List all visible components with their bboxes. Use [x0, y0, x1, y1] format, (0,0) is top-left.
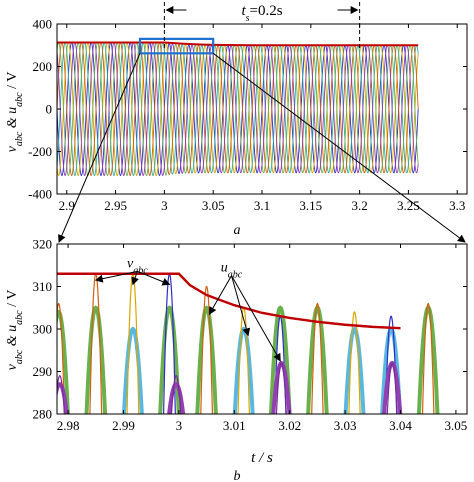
bottom-envelope-line	[57, 272, 401, 330]
bottom-panel-label: b	[234, 469, 241, 482]
u-peak-4	[121, 326, 144, 414]
bottom-xtick-label: 3	[176, 418, 183, 433]
bottom-xtick-label: 2.98	[57, 418, 80, 433]
u-peak-8	[232, 326, 255, 414]
zoom-connector-right	[212, 52, 466, 243]
v-peak-6	[170, 375, 182, 414]
v-abc-pointer-3	[137, 270, 171, 286]
top-xtick-label: 2.9	[59, 198, 75, 213]
top-xtick-label: 3.1	[254, 198, 270, 213]
bottom-ylabel: vabc & uabc / V	[5, 290, 25, 371]
bottom-xlabel: t / s	[251, 450, 273, 466]
top-xtick-label: 3	[161, 198, 168, 213]
v-peak-7	[200, 285, 213, 414]
u-abc-label: uabc	[221, 261, 243, 281]
u-peak-6	[167, 382, 186, 414]
v-peak-3	[89, 272, 103, 414]
bottom-ytick-label: 320	[33, 237, 53, 252]
v-abc-pointer-1	[94, 270, 138, 283]
top-xtick-label: 3.2	[351, 198, 367, 213]
top-ytick-label: 0	[46, 102, 53, 117]
top-series-group	[57, 41, 419, 177]
top-ytick-label: 200	[33, 59, 53, 74]
u-peak-11	[306, 305, 329, 414]
v-peak-2	[57, 375, 65, 414]
bottom-yticks: 320 310 300 290 280	[33, 237, 467, 422]
u-peak-1	[57, 309, 70, 414]
top-xtick-label: 2.95	[104, 198, 127, 213]
bottom-xticks: 2.98 2.99 3 3.01 3.02 3.03 3.04 3.05	[57, 244, 468, 433]
u-peak-9	[269, 305, 292, 414]
v-peak-15	[421, 302, 435, 414]
top-ylabel: vabc & uabc / V	[5, 72, 25, 153]
zoom-box	[138, 37, 215, 55]
u-peak-7	[195, 305, 218, 414]
u-peak-5	[158, 305, 181, 414]
bottom-ytick-label: 300	[33, 322, 53, 337]
v-peak-5	[163, 272, 176, 414]
top-xtick-label: 3.15	[299, 198, 322, 213]
top-panel-label: a	[234, 223, 241, 238]
v-peak-14	[386, 362, 398, 414]
u-peak-12	[343, 326, 366, 414]
u-abc-pointer-2	[231, 275, 251, 337]
bottom-xtick-label: 3.03	[334, 418, 357, 433]
bottom-labels: vabc uabc	[94, 256, 281, 362]
bottom-xtick-label: 2.99	[112, 418, 135, 433]
u-peak-2	[57, 382, 69, 414]
top-yticks: 400 200 0 -200 -400	[28, 17, 467, 202]
u-abc-pointer-1	[208, 275, 232, 315]
top-annotation: ts=0.2s	[138, 2, 361, 55]
top-xticks: 2.9 2.95 3 3.05 3.1 3.15 3.2 3.25 3.3	[59, 24, 465, 213]
top-xtick-label: 3.05	[202, 198, 225, 213]
top-series-phase-6	[57, 41, 419, 177]
zoom-connectors	[58, 52, 466, 243]
bottom-ytick-label: 280	[33, 407, 53, 422]
bottom-xtick-label: 3.02	[278, 418, 301, 433]
bottom-xtick-label: 3.04	[389, 418, 412, 433]
zoom-connector-left	[58, 53, 141, 243]
v-abc-label: vabc	[127, 256, 148, 276]
bottom-panel: 2.98 2.99 3 3.01 3.02 3.03 3.04 3.05 320 310 300 2…	[5, 237, 468, 482]
top-ytick-label: -400	[28, 187, 52, 202]
top-ytick-label: 400	[33, 17, 53, 32]
bottom-xtick-label: 3.01	[223, 418, 246, 433]
bottom-xtick-label: 3.05	[445, 418, 468, 433]
v-abc-pointer-2	[131, 271, 139, 286]
ts-annotation-label: ts=0.2s	[241, 3, 282, 24]
u-peak-3	[84, 305, 108, 414]
u-peak-15	[416, 305, 440, 414]
top-ytick-label: -200	[28, 144, 52, 159]
top-envelope-line	[57, 41, 419, 47]
v-peak-12	[348, 311, 361, 414]
top-panel: 2.9 2.95 3 3.05 3.1 3.15 3.2 3.25 3.3 400 200 0 -20…	[5, 2, 468, 238]
v-peak-10	[275, 362, 287, 414]
v-peak-11	[311, 302, 324, 414]
v-peak-1	[57, 302, 65, 414]
top-xtick-label: 3.3	[449, 198, 465, 213]
u-abc-pointer-3	[231, 275, 281, 362]
bottom-ytick-label: 290	[33, 364, 53, 379]
top-xtick-label: 3.25	[397, 198, 420, 213]
bottom-ytick-label: 310	[33, 279, 53, 294]
